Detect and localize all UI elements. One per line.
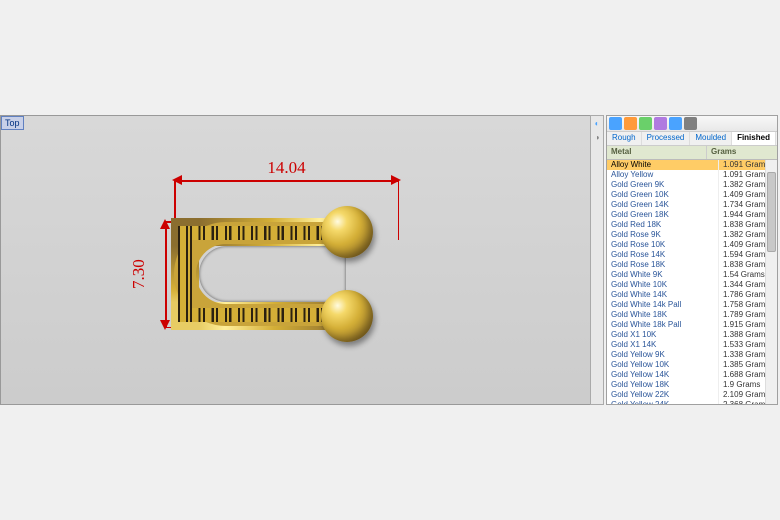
material-row[interactable]: Gold Yellow 10K1.385 Grams (607, 360, 777, 370)
panel-toolbar (607, 116, 777, 132)
row-metal: Gold White 14k Pall (607, 300, 719, 310)
row-metal: Gold Yellow 10K (607, 360, 719, 370)
row-metal: Gold White 10K (607, 280, 719, 290)
row-metal: Gold Yellow 22K (607, 390, 719, 400)
toolbar-icon-5[interactable] (684, 117, 697, 130)
viewport-canvas[interactable]: Top 14.04 7.30 (0, 115, 604, 405)
header-grams[interactable]: Grams (707, 146, 777, 159)
toolbar-icon-4[interactable] (669, 117, 682, 130)
row-metal: Alloy Yellow (607, 170, 719, 180)
row-metal: Gold Rose 18K (607, 260, 719, 270)
row-metal: Gold Yellow 9K (607, 350, 719, 360)
panel-gutter: ◐◑ (590, 115, 604, 405)
row-metal: Gold White 18K (607, 310, 719, 320)
row-metal: Gold Green 9K (607, 180, 719, 190)
material-row[interactable]: Gold Green 18K1.944 Grams (607, 210, 777, 220)
material-row[interactable]: Gold Rose 10K1.409 Grams (607, 240, 777, 250)
panel-header: Metal Grams (607, 146, 777, 160)
dim-h-line (174, 180, 399, 182)
row-metal: Gold White 9K (607, 270, 719, 280)
header-metal[interactable]: Metal (607, 146, 707, 159)
toolbar-icon-0[interactable] (609, 117, 622, 130)
row-metal: Gold X1 10K (607, 330, 719, 340)
row-metal: Gold X1 14K (607, 340, 719, 350)
material-row[interactable]: Gold White 14k Pall1.758 Grams (607, 300, 777, 310)
panel-list[interactable]: Alloy White1.091 GramsAlloy Yellow1.091 … (607, 160, 777, 404)
row-metal: Gold White 18k Pall (607, 320, 719, 330)
material-row[interactable]: Gold X1 10K1.388 Grams (607, 330, 777, 340)
material-row[interactable]: Gold Green 9K1.382 Grams (607, 180, 777, 190)
row-metal: Gold Red 18K (607, 220, 719, 230)
gutter-icon-1[interactable]: ◑ (592, 132, 603, 143)
material-row[interactable]: Gold Red 18K1.838 Grams (607, 220, 777, 230)
row-metal: Alloy White (607, 160, 719, 170)
toolbar-icon-2[interactable] (639, 117, 652, 130)
material-row[interactable]: Gold Yellow 18K1.9 Grams (607, 380, 777, 390)
material-row[interactable]: Gold White 9K1.54 Grams (607, 270, 777, 280)
dim-v-value: 7.30 (129, 221, 149, 328)
material-row[interactable]: Gold Rose 18K1.838 Grams (607, 260, 777, 270)
tab-finished[interactable]: Finished (732, 132, 776, 145)
dim-h-value: 14.04 (174, 158, 399, 178)
material-row[interactable]: Gold Rose 14K1.594 Grams (607, 250, 777, 260)
materials-panel: RoughProcessedMouldedFinished Metal Gram… (606, 115, 778, 405)
material-row[interactable]: Gold Yellow 24K2.368 Grams (607, 400, 777, 404)
dim-h-extension-left (174, 180, 176, 220)
material-row[interactable]: Gold Yellow 9K1.338 Grams (607, 350, 777, 360)
dimension-horizontal[interactable]: 14.04 (174, 158, 399, 188)
dim-v-extension-bottom (165, 327, 195, 329)
dim-v-extension-top (165, 221, 195, 223)
material-row[interactable]: Gold Green 14K1.734 Grams (607, 200, 777, 210)
greek-key-pattern (178, 226, 341, 322)
material-row[interactable]: Gold Green 10K1.409 Grams (607, 190, 777, 200)
material-row[interactable]: Gold Rose 9K1.382 Grams (607, 230, 777, 240)
gold-ball-top (321, 206, 373, 258)
row-metal: Gold Rose 14K (607, 250, 719, 260)
material-row[interactable]: Alloy Yellow1.091 Grams (607, 170, 777, 180)
row-metal: Gold White 14K (607, 290, 719, 300)
tab-processed[interactable]: Processed (642, 132, 691, 145)
row-metal: Gold Yellow 24K (607, 400, 719, 404)
gold-ball-bottom (321, 290, 373, 342)
material-row[interactable]: Gold Yellow 22K2.109 Grams (607, 390, 777, 400)
toolbar-icon-1[interactable] (624, 117, 637, 130)
tab-rough[interactable]: Rough (607, 132, 642, 145)
dim-h-extension-right (398, 180, 400, 240)
material-row[interactable]: Gold White 18k Pall1.915 Grams (607, 320, 777, 330)
viewport-label[interactable]: Top (1, 116, 24, 130)
row-metal: Gold Green 18K (607, 210, 719, 220)
row-metal: Gold Green 10K (607, 190, 719, 200)
dim-h-arrow-right-icon (391, 175, 401, 185)
row-metal: Gold Rose 10K (607, 240, 719, 250)
material-row[interactable]: Gold Yellow 14K1.688 Grams (607, 370, 777, 380)
row-metal: Gold Rose 9K (607, 230, 719, 240)
panel-scrollbar[interactable] (765, 160, 777, 404)
tab-moulded[interactable]: Moulded (690, 132, 732, 145)
panel-tabs: RoughProcessedMouldedFinished (607, 132, 777, 146)
material-row[interactable]: Gold White 18K1.789 Grams (607, 310, 777, 320)
gutter-icon-0[interactable]: ◐ (592, 118, 603, 129)
scrollbar-thumb[interactable] (767, 172, 776, 252)
material-row[interactable]: Gold White 10K1.344 Grams (607, 280, 777, 290)
dimension-vertical[interactable]: 7.30 (143, 221, 173, 328)
row-metal: Gold Yellow 14K (607, 370, 719, 380)
dim-v-arrow-bottom-icon (160, 320, 170, 330)
dim-v-line (165, 221, 167, 328)
row-metal: Gold Yellow 18K (607, 380, 719, 390)
toolbar-icon-3[interactable] (654, 117, 667, 130)
material-row[interactable]: Gold White 14K1.786 Grams (607, 290, 777, 300)
material-row[interactable]: Alloy White1.091 Grams (607, 160, 777, 170)
row-metal: Gold Green 14K (607, 200, 719, 210)
material-row[interactable]: Gold X1 14K1.533 Grams (607, 340, 777, 350)
